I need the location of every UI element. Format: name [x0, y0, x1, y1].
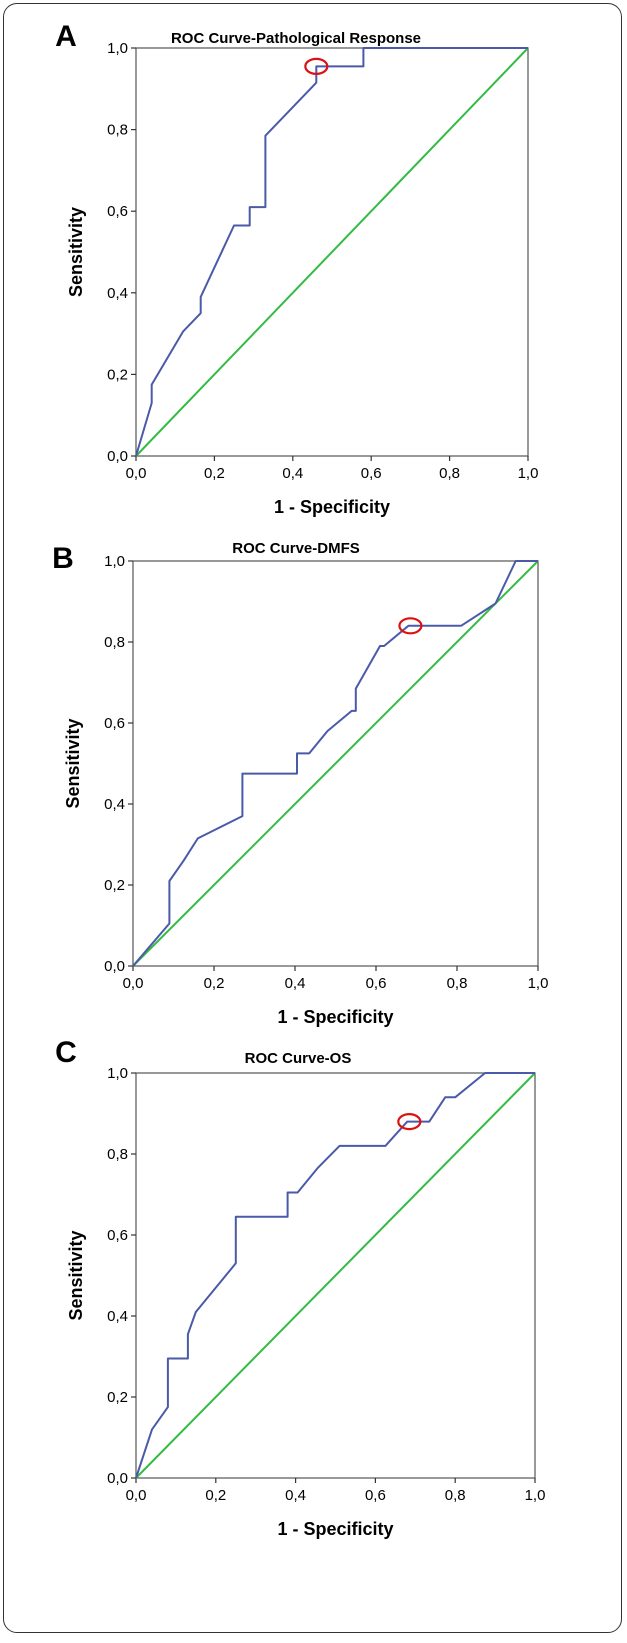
roc-curve-line: [135, 47, 528, 457]
x-axis-title: 1 - Specificity: [277, 1519, 393, 1539]
y-axis-title: Sensitivity: [66, 1230, 86, 1320]
panel-letter: B: [52, 542, 74, 575]
y-tick-label: 1,0: [104, 553, 125, 570]
reference-diagonal-line: [135, 1072, 536, 1479]
reference-diagonal-line: [132, 560, 539, 967]
roc-panel-c: C ROC Curve-OS 0,0 0,2 0,4 0,6 0,8 1,0 0,0 0,2 0,4…: [55, 1036, 545, 1539]
chart-title: ROC Curve-OS: [245, 1050, 352, 1067]
roc-curve-line: [135, 1072, 535, 1479]
x-tick-label: 0,4: [285, 975, 306, 992]
x-tick-label: 1,0: [518, 465, 539, 482]
y-tick-label: 0,8: [107, 1146, 128, 1163]
y-tick-label: 0,6: [107, 203, 128, 220]
y-axis-title: Sensitivity: [66, 207, 86, 297]
y-tick-label: 0,2: [107, 366, 128, 383]
plot-area-frame: [135, 1072, 536, 1479]
roc-curve-line: [132, 560, 538, 967]
plot-area-frame: [135, 47, 529, 457]
y-tick-label: 0,0: [104, 958, 125, 975]
cutoff-marker-ellipse: [397, 1112, 422, 1131]
x-tick-label: 0,0: [126, 465, 147, 482]
y-tick-label: 0,4: [107, 1308, 128, 1325]
roc-panel-a: A ROC Curve-Pathological Response 0,0 0,2 0,…: [55, 20, 538, 517]
x-tick-label: 0,2: [204, 975, 225, 992]
y-tick-label: 0,2: [107, 1389, 128, 1406]
x-tick-label: 0,0: [126, 1487, 147, 1504]
y-tick-label: 0,8: [107, 122, 128, 139]
x-tick-label: 1,0: [525, 1487, 546, 1504]
x-axis-title: 1 - Specificity: [274, 497, 390, 517]
x-tick-label: 0,6: [365, 1487, 386, 1504]
reference-diagonal-line: [135, 47, 529, 457]
panel-letter: C: [55, 1036, 77, 1069]
x-tick-label: 0,8: [439, 465, 460, 482]
x-tick-label: 0,2: [204, 465, 225, 482]
cutoff-marker-ellipse: [398, 617, 423, 635]
y-tick-label: 0,2: [104, 877, 125, 894]
x-tick-label: 0,8: [447, 975, 468, 992]
x-tick-label: 0,4: [285, 1487, 306, 1504]
x-tick-label: 0,0: [123, 975, 144, 992]
x-tick-label: 0,6: [366, 975, 387, 992]
chart-title: ROC Curve-Pathological Response: [171, 30, 421, 47]
y-tick-label: 0,4: [107, 285, 128, 302]
plot-area-frame: [132, 560, 539, 967]
y-tick-label: 0,4: [104, 796, 125, 813]
x-axis-title: 1 - Specificity: [277, 1007, 393, 1027]
x-tick-label: 1,0: [528, 975, 549, 992]
y-tick-label: 0,0: [107, 448, 128, 465]
x-tick-label: 0,8: [445, 1487, 466, 1504]
y-axis-title: Sensitivity: [63, 718, 83, 808]
roc-panel-b: B ROC Curve-DMFS 0,0 0,2 0,4 0,6 0,8 1,0 0,0 0,2 0…: [52, 540, 548, 1027]
y-tick-label: 0,8: [104, 634, 125, 651]
y-tick-label: 1,0: [107, 1065, 128, 1082]
y-tick-label: 1,0: [107, 40, 128, 57]
cutoff-marker-ellipse: [304, 57, 329, 75]
figure-frame: [3, 3, 622, 1633]
x-tick-label: 0,6: [361, 465, 382, 482]
chart-title: ROC Curve-DMFS: [232, 540, 360, 557]
x-tick-label: 0,4: [282, 465, 303, 482]
x-tick-label: 0,2: [205, 1487, 226, 1504]
panel-letter: A: [55, 20, 77, 53]
y-tick-label: 0,6: [104, 715, 125, 732]
y-tick-label: 0,0: [107, 1470, 128, 1487]
y-tick-label: 0,6: [107, 1227, 128, 1244]
